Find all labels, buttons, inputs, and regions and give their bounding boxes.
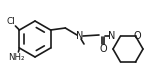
- Text: N: N: [108, 31, 116, 41]
- Text: NH₂: NH₂: [8, 52, 25, 62]
- Text: O: O: [134, 31, 141, 41]
- Text: Cl: Cl: [7, 17, 16, 26]
- Text: N: N: [76, 31, 84, 41]
- Text: O: O: [99, 44, 107, 54]
